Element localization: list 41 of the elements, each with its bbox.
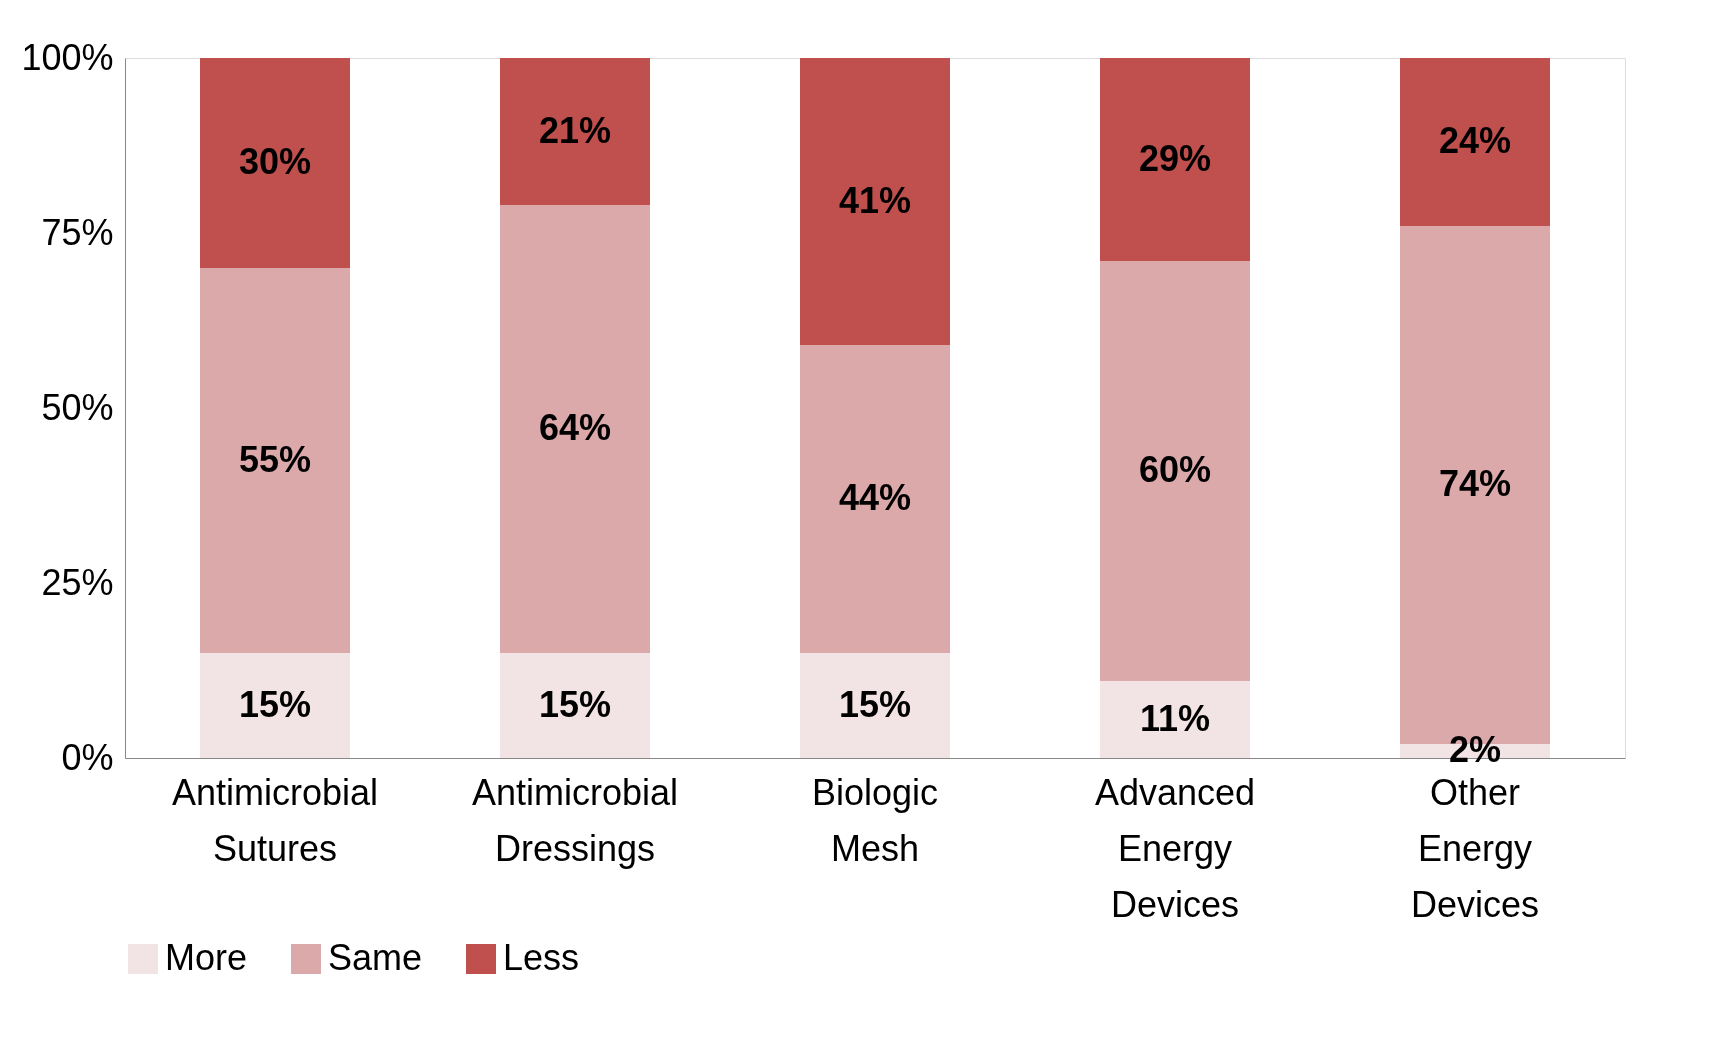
x-tick-label: Advanced Energy Devices: [1094, 771, 1256, 925]
x-tick-label: Biologic Mesh: [811, 771, 939, 869]
data-label: 30%: [238, 141, 312, 182]
x-tick-label: Other Energy Devices: [1410, 771, 1540, 925]
bar: [200, 58, 350, 268]
y-tick-label: 0%: [61, 736, 114, 778]
bar: [500, 653, 650, 758]
bar: [200, 268, 350, 653]
legend-label: Same: [328, 937, 423, 978]
data-label: 55%: [238, 438, 312, 480]
data-label: 15%: [538, 683, 612, 725]
data-label: 64%: [538, 407, 612, 448]
y-tick-label: 25%: [41, 561, 114, 603]
data-label: 11%: [1139, 697, 1211, 739]
data-label: 74%: [1438, 463, 1512, 504]
x-tick-label: Antimicrobial Sutures: [171, 771, 379, 869]
bar: [800, 345, 950, 653]
y-tick-label: 75%: [41, 211, 114, 253]
bar: [500, 58, 650, 205]
legend-label: More: [165, 937, 248, 978]
data-label: 21%: [538, 109, 612, 151]
data-label: 29%: [1138, 137, 1212, 179]
data-label: 24%: [1438, 120, 1512, 161]
bar: [500, 205, 650, 653]
bar: [800, 58, 950, 345]
bar: [200, 653, 350, 758]
data-label: 41%: [838, 179, 912, 221]
bar: [1100, 261, 1250, 681]
x-tick-label: Antimicrobial Dressings: [471, 771, 679, 869]
y-tick-label: 50%: [41, 386, 114, 428]
data-label: 15%: [238, 683, 312, 725]
legend-label: Less: [503, 937, 580, 978]
data-label: 15%: [838, 683, 912, 725]
bar: [1400, 58, 1550, 226]
data-label: 60%: [1138, 449, 1212, 490]
y-tick-label: 100%: [21, 36, 114, 78]
bar: [1100, 58, 1250, 261]
bar: [800, 653, 950, 758]
bar: [1100, 681, 1250, 758]
data-label: 44%: [838, 477, 912, 518]
data-label: 2%: [1448, 729, 1502, 770]
